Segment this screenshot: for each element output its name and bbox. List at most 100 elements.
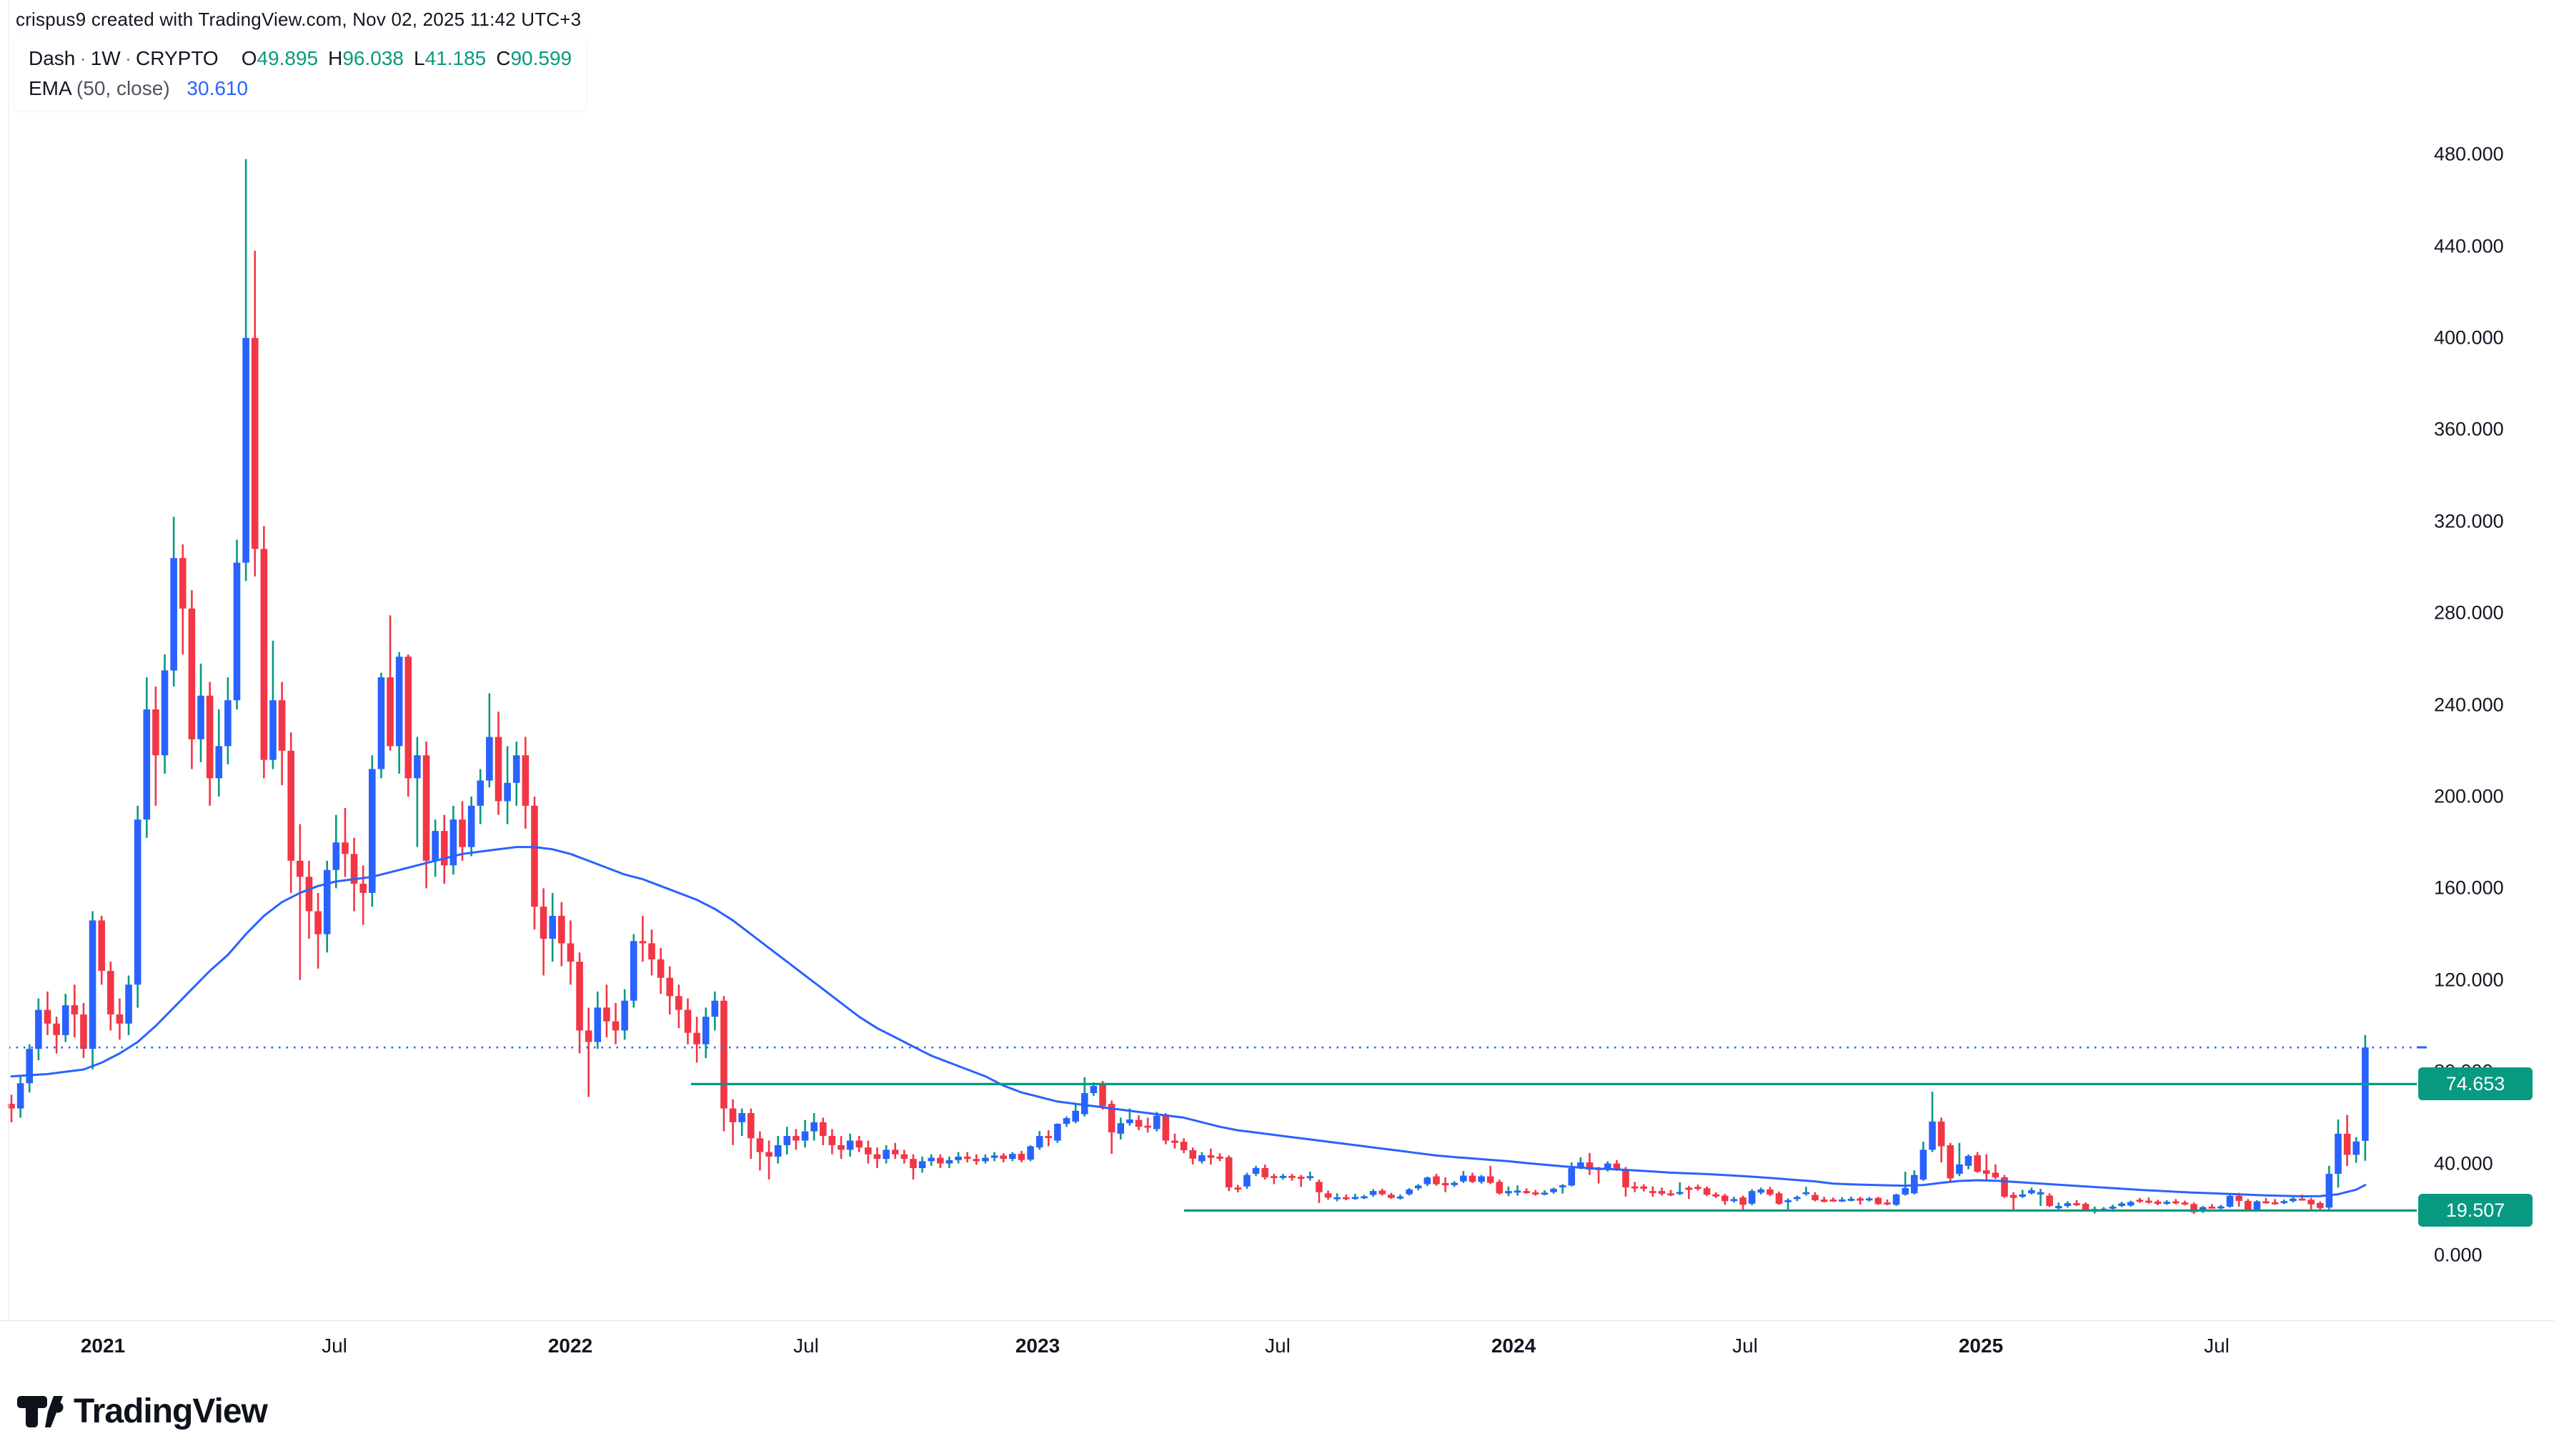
candle-body-down [1992,1172,1999,1177]
candle-body-up [1902,1187,1909,1195]
candle-body-up [512,755,520,783]
candle-body-down [1271,1176,1278,1179]
candle-body-down [2271,1202,2279,1205]
candle-body-up [594,1007,602,1042]
tradingview-logo[interactable]: TradingView [16,1392,268,1431]
price-axis[interactable]: 480.000 440.000 400.000 360.000 320.000 280.0… [2417,0,2554,1320]
candle-body-down [1586,1162,1594,1170]
candle-body-down [1108,1104,1115,1132]
candle-body-down [2145,1200,2152,1203]
candle-body-down [675,996,682,1010]
candle-body-down [865,1147,872,1155]
candle-body-up [2335,1133,2342,1175]
candle-body-down [1099,1084,1106,1107]
candle-body-down [2172,1201,2180,1204]
price-tick-label: 40.000 [2434,1152,2493,1175]
candle-body-up [711,1000,719,1017]
candle-body-up [2054,1205,2062,1209]
candle-body-down [1180,1142,1188,1150]
candle-body-down [1441,1182,1449,1186]
candle-body-down [666,977,674,997]
candle-body-up [1964,1156,1972,1166]
candle-body-down [2307,1200,2315,1205]
price-tick-label: 160.000 [2434,877,2504,899]
candle-body-up [1568,1168,1576,1186]
candle-body-down [1216,1156,1223,1159]
candle-body-down [820,1122,827,1137]
candle-body-down [1829,1199,1837,1202]
price-tick-label: 440.000 [2434,235,2504,257]
tradingview-logo-text: TradingView [74,1392,268,1430]
candle-body-down [1297,1177,1305,1180]
candle-body-up [2352,1141,2360,1155]
legend-separator-2: · [124,47,132,69]
candle-body-down [1658,1191,1666,1194]
candle-body-down [1820,1199,1828,1202]
candle-body-up [486,737,493,781]
candle-body-down [603,1007,610,1022]
candle-body-down [891,1150,899,1155]
candle-body-up [2290,1198,2297,1202]
candle-body-down [404,657,412,779]
candle-body-up [1892,1194,1900,1205]
ohlc-value: 90.599 [510,47,572,69]
candle-body-up [621,1000,628,1031]
candle-body-down [2262,1201,2270,1204]
time-axis[interactable]: 2021 Jul 2022 Jul 2023 Jul 2024 Jul 2025 Jul [0,1320,2554,1371]
candle-body-down [1640,1186,1648,1189]
tradingview-logo-icon [17,1395,64,1427]
candle-body-down [251,338,259,549]
candle-body-up [928,1157,935,1162]
candle-body-up [1414,1185,1422,1189]
candle-body-up [395,657,403,747]
candle-body-up [955,1156,962,1160]
candle-body-up [702,1017,710,1044]
candle-body-up [477,780,485,806]
candle-body-down [1775,1193,1783,1205]
candle-body-down [900,1154,908,1160]
candlestick-chart[interactable] [0,0,2417,1320]
candle-body-down [1288,1175,1296,1178]
candle-body-down [278,700,286,751]
candle-body-down [1378,1190,1386,1195]
candle-body-down [1189,1150,1197,1159]
candle-body-down [305,877,313,912]
candle-body-up [1839,1199,1846,1202]
candle-body-down [1135,1120,1143,1127]
price-tick-label: 280.000 [2434,602,2504,624]
candle-body-up [2226,1195,2234,1207]
ohlc-key: O [241,47,257,69]
candle-body-up [197,695,204,739]
candle-body-down [1947,1145,1954,1179]
candle-body-down [937,1157,944,1164]
candle-body-up [2127,1202,2135,1206]
candle-body-up [738,1112,746,1122]
candle-body-up [810,1122,818,1132]
last-price-axis-tick [2417,1046,2427,1049]
candle-body-down [2235,1195,2242,1201]
price-level-badge: 19.507 [2418,1194,2533,1227]
candle-body-up [134,819,141,985]
symbol-legend-row[interactable]: Dash · 1W · CRYPTO O49.895 H96.038 L41.185 C90.5… [29,47,572,70]
candle-body-up [1279,1175,1287,1178]
candle-body-up [1361,1196,1368,1199]
candle-body-down [684,1009,692,1033]
candle-body-up [982,1157,989,1162]
candle-body-up [1009,1154,1016,1160]
candle-body-up [504,782,511,802]
candle-body-down [53,1023,60,1035]
candle-body-down [1631,1186,1639,1189]
candle-body-up [2217,1206,2225,1209]
candle-body-down [1207,1155,1215,1158]
indicator-legend-row[interactable]: EMA (50, close) 30.610 [29,77,572,100]
candle-body-down [1342,1197,1350,1200]
candle-body-down [2244,1200,2252,1210]
candle-body-up [1054,1124,1061,1141]
indicator-name: EMA [29,77,71,99]
ohlc-value: 41.185 [424,47,487,69]
ohlc-key: C [496,47,511,69]
chart-plot-area[interactable] [0,0,2417,1320]
candle-body-down [206,695,214,779]
candle-body-down [576,962,583,1031]
